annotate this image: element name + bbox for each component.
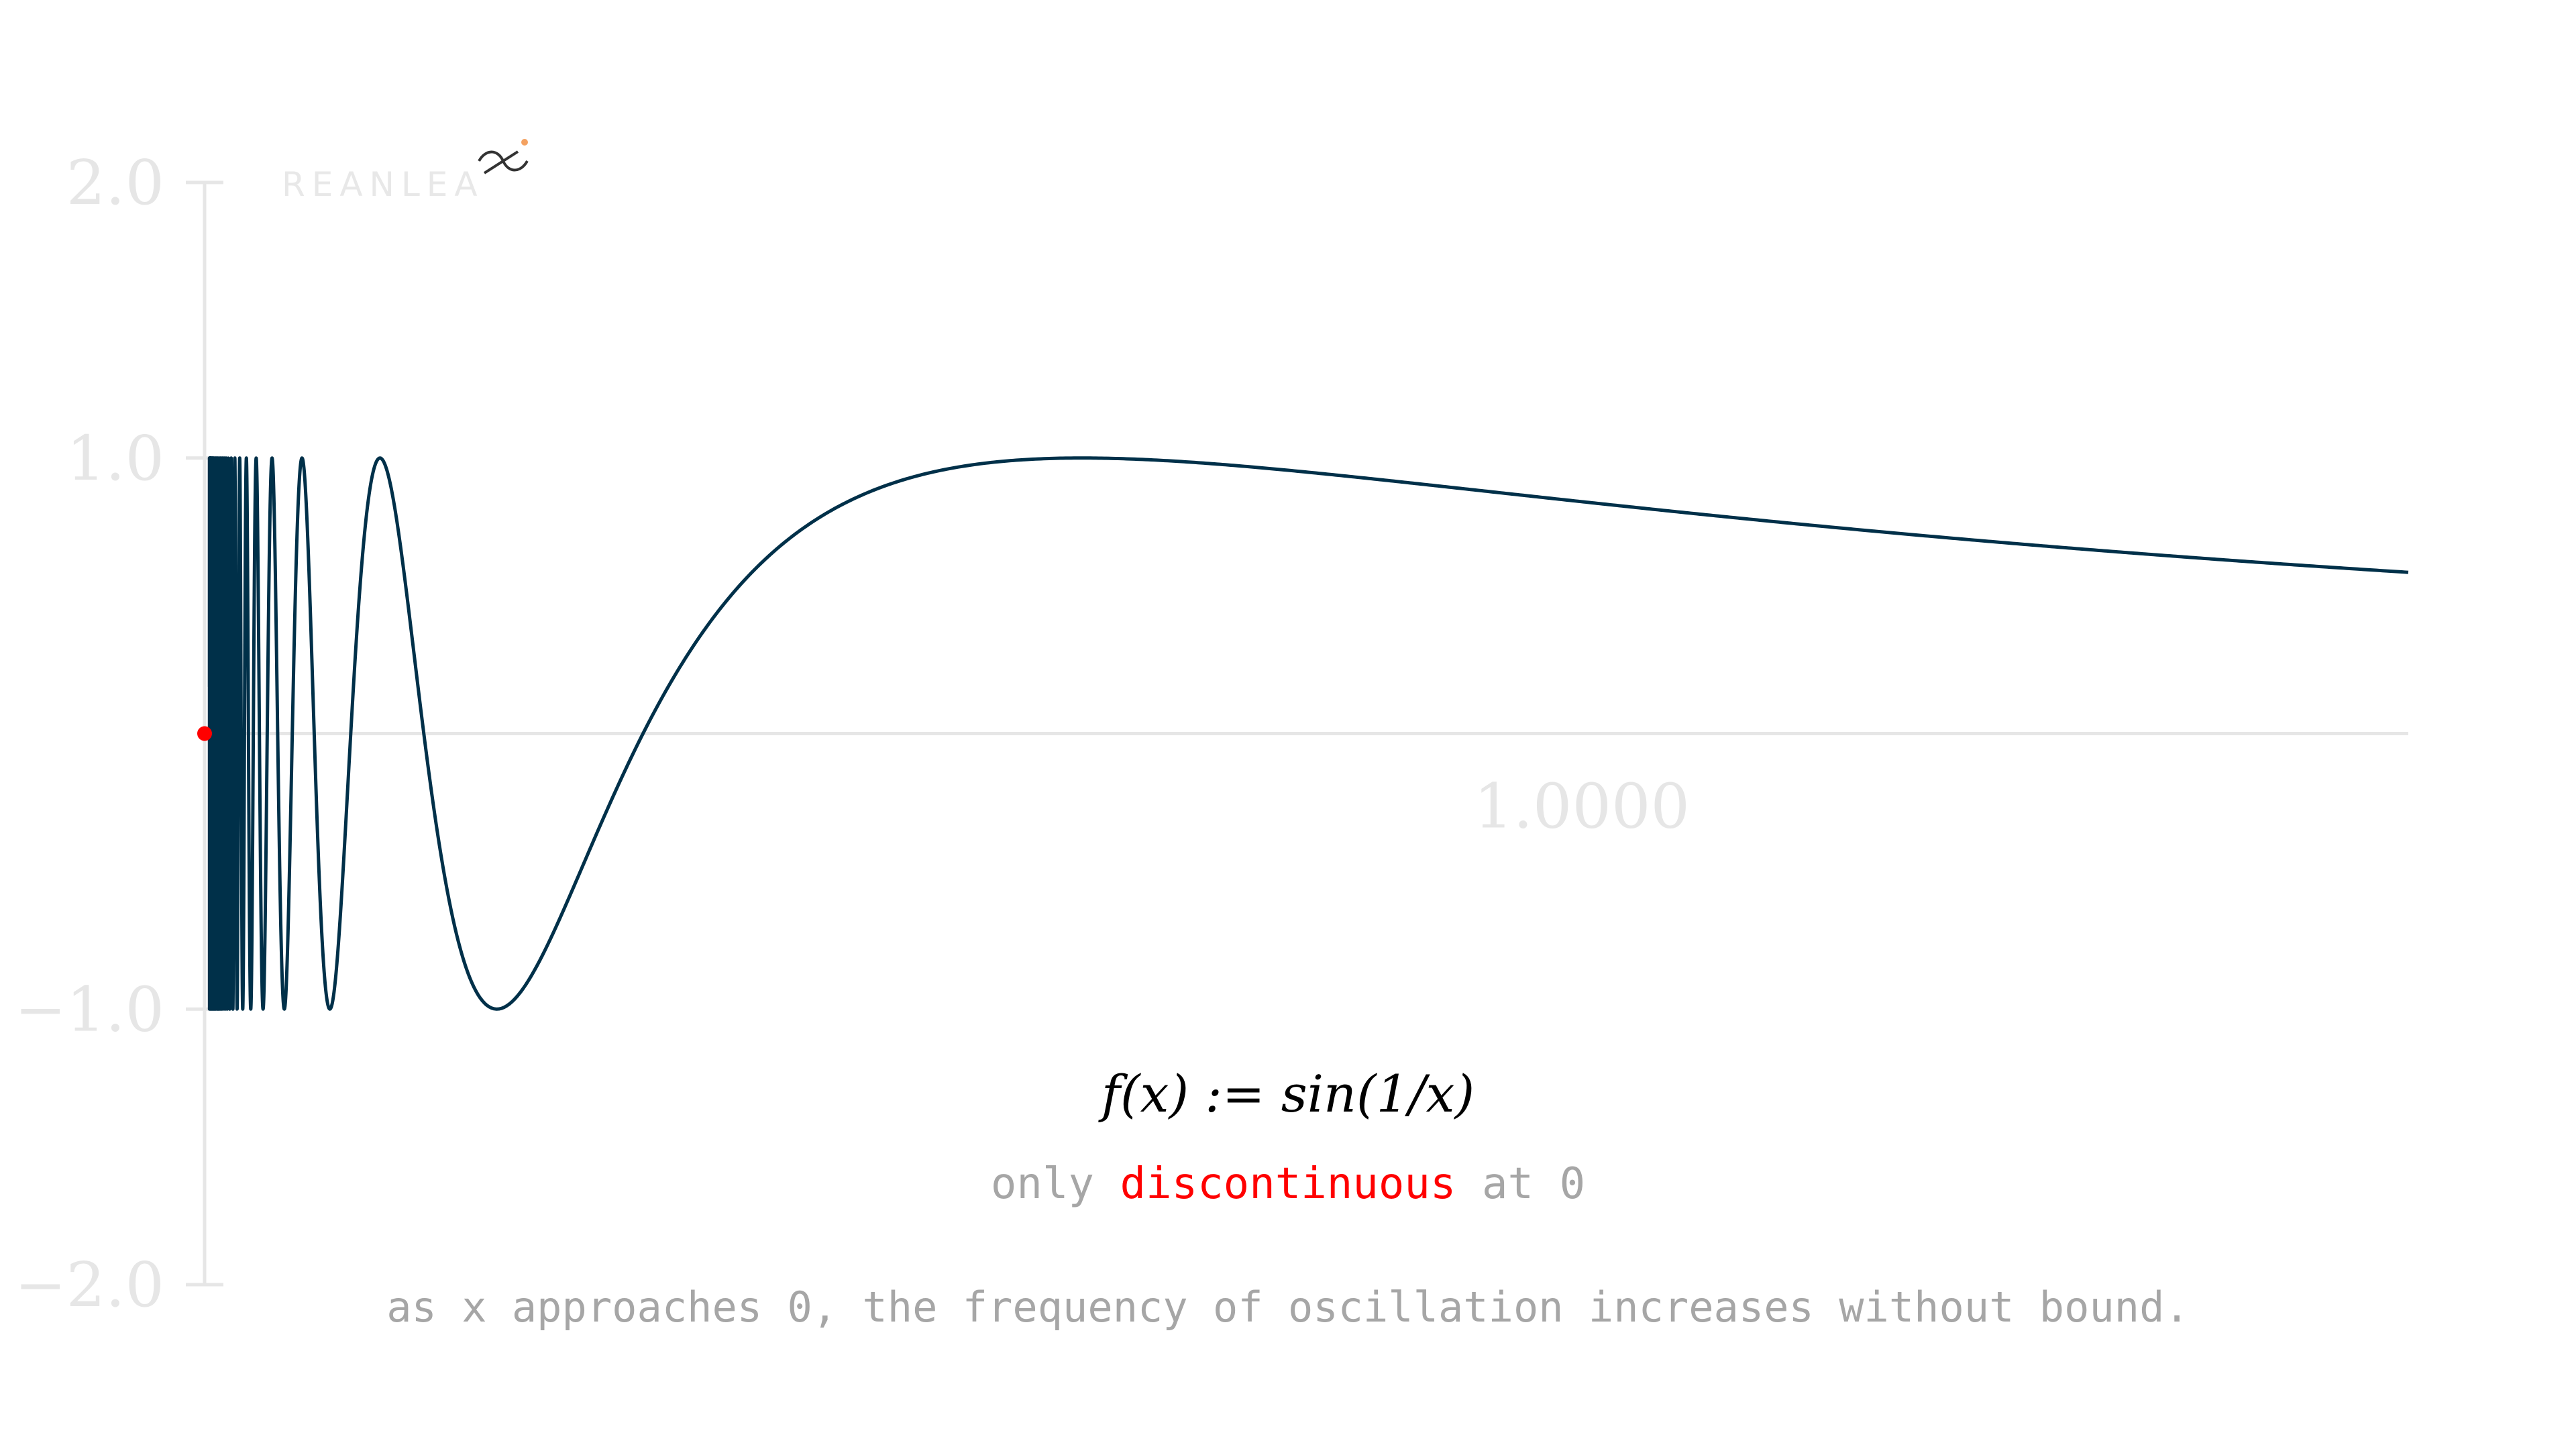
caption-suffix: at 0 bbox=[1456, 1159, 1586, 1209]
logo-icon bbox=[478, 139, 529, 174]
watermark-text: REANLEA bbox=[282, 165, 484, 204]
series-line-sin-1-over-x bbox=[207, 456, 2409, 1011]
watermark-logo: REANLEA bbox=[282, 139, 529, 204]
note: as x approaches 0, the frequency of osci… bbox=[386, 1283, 2190, 1332]
discontinuity-point bbox=[197, 726, 212, 741]
caption-prefix: only bbox=[990, 1159, 1120, 1209]
curve-layer bbox=[207, 456, 2409, 1011]
x-axis: 1.0000 bbox=[205, 732, 2408, 843]
caption-highlight: discontinuous bbox=[1120, 1159, 1456, 1209]
y-tick-label: −1.0 bbox=[15, 973, 164, 1045]
y-tick-label: 1.0 bbox=[66, 423, 164, 494]
marker-layer bbox=[197, 726, 212, 741]
y-tick-label: 2.0 bbox=[66, 147, 164, 219]
y-axis: 2.0 1.0 −1.0 −2.0 bbox=[15, 147, 223, 1321]
formula: f(x) := sin(1/x) bbox=[1101, 1064, 1475, 1124]
y-tick-label: −2.0 bbox=[15, 1249, 164, 1321]
caption: only discontinuous at 0 bbox=[0, 1159, 2576, 1209]
x-tick-label: 1.0000 bbox=[1474, 771, 1690, 843]
